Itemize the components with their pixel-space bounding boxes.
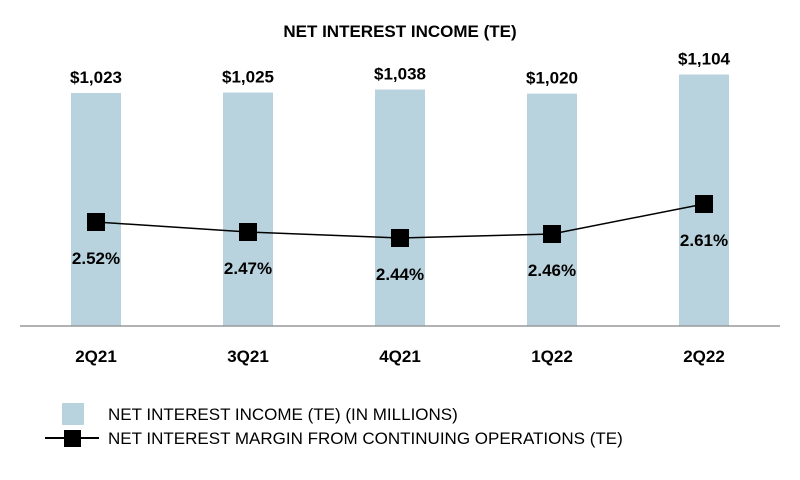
x-tick-label: 3Q21: [227, 347, 269, 366]
bar-label: $1,038: [374, 65, 426, 84]
margin-label: 2.44%: [376, 265, 424, 284]
margin-point-3Q21: [239, 223, 257, 241]
margin-point-2Q22: [695, 195, 713, 213]
x-tick-label: 2Q22: [683, 347, 725, 366]
legend-marker-swatch: [64, 430, 81, 447]
bar-label: $1,104: [678, 49, 731, 68]
margin-point-1Q22: [543, 225, 561, 243]
bar-label: $1,020: [526, 69, 578, 88]
bar-label: $1,023: [70, 68, 122, 87]
margin-label: 2.61%: [680, 231, 728, 250]
bar-2Q21: [71, 92, 121, 326]
bar-3Q21: [223, 92, 273, 326]
x-tick-label: 2Q21: [75, 347, 117, 366]
bar-4Q21: [375, 89, 425, 326]
margin-point-2Q21: [87, 213, 105, 231]
margin-label: 2.47%: [224, 259, 272, 278]
margin-label: 2.52%: [72, 249, 120, 268]
legend-bar-swatch: [62, 403, 84, 425]
legend-label-line: NET INTEREST MARGIN FROM CONTINUING OPER…: [108, 429, 623, 448]
bar-1Q22: [527, 93, 577, 326]
margin-label: 2.46%: [528, 261, 576, 280]
legend-label-bar: NET INTEREST INCOME (TE) (IN MILLIONS): [108, 405, 458, 424]
margin-point-4Q21: [391, 229, 409, 247]
legend: NET INTEREST INCOME (TE) (IN MILLIONS) N…: [45, 403, 623, 448]
x-tick-label: 4Q21: [379, 347, 421, 366]
x-tick-label: 1Q22: [531, 347, 573, 366]
bar-label: $1,025: [222, 67, 274, 86]
chart-title: NET INTEREST INCOME (TE): [283, 22, 516, 41]
